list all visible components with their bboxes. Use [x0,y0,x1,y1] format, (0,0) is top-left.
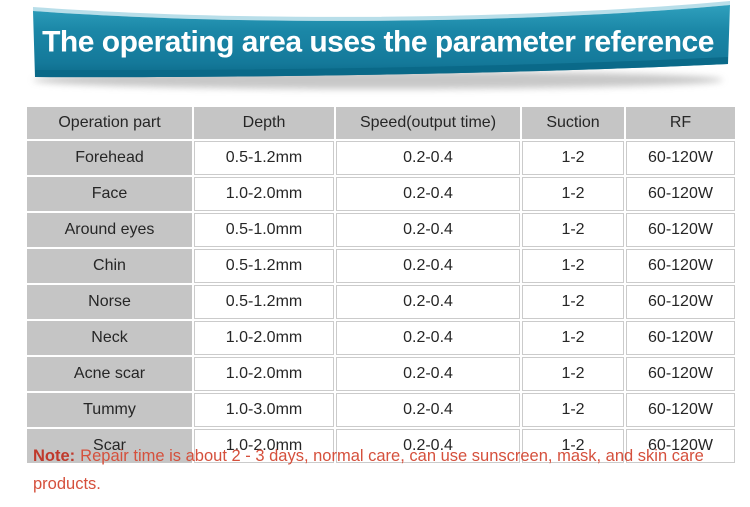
column-header-rf: RF [626,107,735,139]
table-row: Chin 0.5-1.2mm 0.2-0.4 1-2 60-120W [27,249,735,283]
table-cell: 0.2-0.4 [336,285,520,319]
table-cell: 60-120W [626,429,735,463]
column-header-operation-part: Operation part [27,107,192,139]
table-cell: 0.2-0.4 [336,141,520,175]
row-header-cell: Forehead [27,141,192,175]
table-cell: 60-120W [626,177,735,211]
table-cell: 0.5-1.0mm [194,213,334,247]
column-header-depth: Depth [194,107,334,139]
table-cell: 0.2-0.4 [336,429,520,463]
table-row: Around eyes 0.5-1.0mm 0.2-0.4 1-2 60-120… [27,213,735,247]
table-row: Face 1.0-2.0mm 0.2-0.4 1-2 60-120W [27,177,735,211]
table-cell: 60-120W [626,357,735,391]
header-row: Operation part Depth Speed(output time) … [27,107,735,139]
table-cell: 0.2-0.4 [336,213,520,247]
row-header-cell: Acne scar [27,357,192,391]
parameter-table: Operation part Depth Speed(output time) … [25,105,737,465]
table-cell: 0.5-1.2mm [194,141,334,175]
table-cell: 0.2-0.4 [336,249,520,283]
table-cell: 1-2 [522,177,624,211]
table-cell: 0.2-0.4 [336,393,520,427]
table-cell: 0.2-0.4 [336,357,520,391]
table-cell: 1.0-2.0mm [194,357,334,391]
row-header-cell: Around eyes [27,213,192,247]
table-cell: 1.0-2.0mm [194,321,334,355]
table-cell: 60-120W [626,285,735,319]
row-header-cell: Neck [27,321,192,355]
table-row: Tummy 1.0-3.0mm 0.2-0.4 1-2 60-120W [27,393,735,427]
table-cell: 60-120W [626,321,735,355]
table-cell: 0.5-1.2mm [194,249,334,283]
table-row: Neck 1.0-2.0mm 0.2-0.4 1-2 60-120W [27,321,735,355]
column-header-suction: Suction [522,107,624,139]
table-cell: 0.2-0.4 [336,177,520,211]
table-cell: 0.5-1.2mm [194,285,334,319]
table-cell: 60-120W [626,249,735,283]
table-cell: 1-2 [522,393,624,427]
row-header-cell: Chin [27,249,192,283]
banner: The operating area uses the parameter re… [0,0,750,100]
table-cell: 1.0-2.0mm [194,177,334,211]
table-cell: 60-120W [626,141,735,175]
column-header-speed: Speed(output time) [336,107,520,139]
table-cell: 1-2 [522,141,624,175]
table-row: Acne scar 1.0-2.0mm 0.2-0.4 1-2 60-120W [27,357,735,391]
note: Note: Repair time is about 2 - 3 days, no… [33,442,723,498]
banner-title: The operating area uses the parameter re… [42,26,714,59]
note-text: Repair time is about 2 - 3 days, normal … [33,447,704,493]
banner-bottom-band [35,57,728,78]
table-cell: 1-2 [522,429,624,463]
table-row: Norse 0.5-1.2mm 0.2-0.4 1-2 60-120W [27,285,735,319]
row-header-cell: Norse [27,285,192,319]
banner-body [33,5,730,78]
banner-ribbon: The operating area uses the parameter re… [33,1,730,89]
row-header-cell: Tummy [27,393,192,427]
table-cell: 1-2 [522,285,624,319]
row-header-cell: Scar [27,429,192,463]
table-cell: 1-2 [522,357,624,391]
table-cell: 60-120W [626,393,735,427]
table-row: Forehead 0.5-1.2mm 0.2-0.4 1-2 60-120W [27,141,735,175]
table-cell: 1-2 [522,213,624,247]
table-row: Scar 1.0-2.0mm 0.2-0.4 1-2 60-120W [27,429,735,463]
note-label: Note: [33,447,76,465]
table-cell: 60-120W [626,213,735,247]
table-cell: 1.0-2.0mm [194,429,334,463]
banner-top-highlight [33,1,730,21]
table-cell: 1.0-3.0mm [194,393,334,427]
row-header-cell: Face [27,177,192,211]
table-cell: 1-2 [522,249,624,283]
table-cell: 1-2 [522,321,624,355]
table-cell: 0.2-0.4 [336,321,520,355]
